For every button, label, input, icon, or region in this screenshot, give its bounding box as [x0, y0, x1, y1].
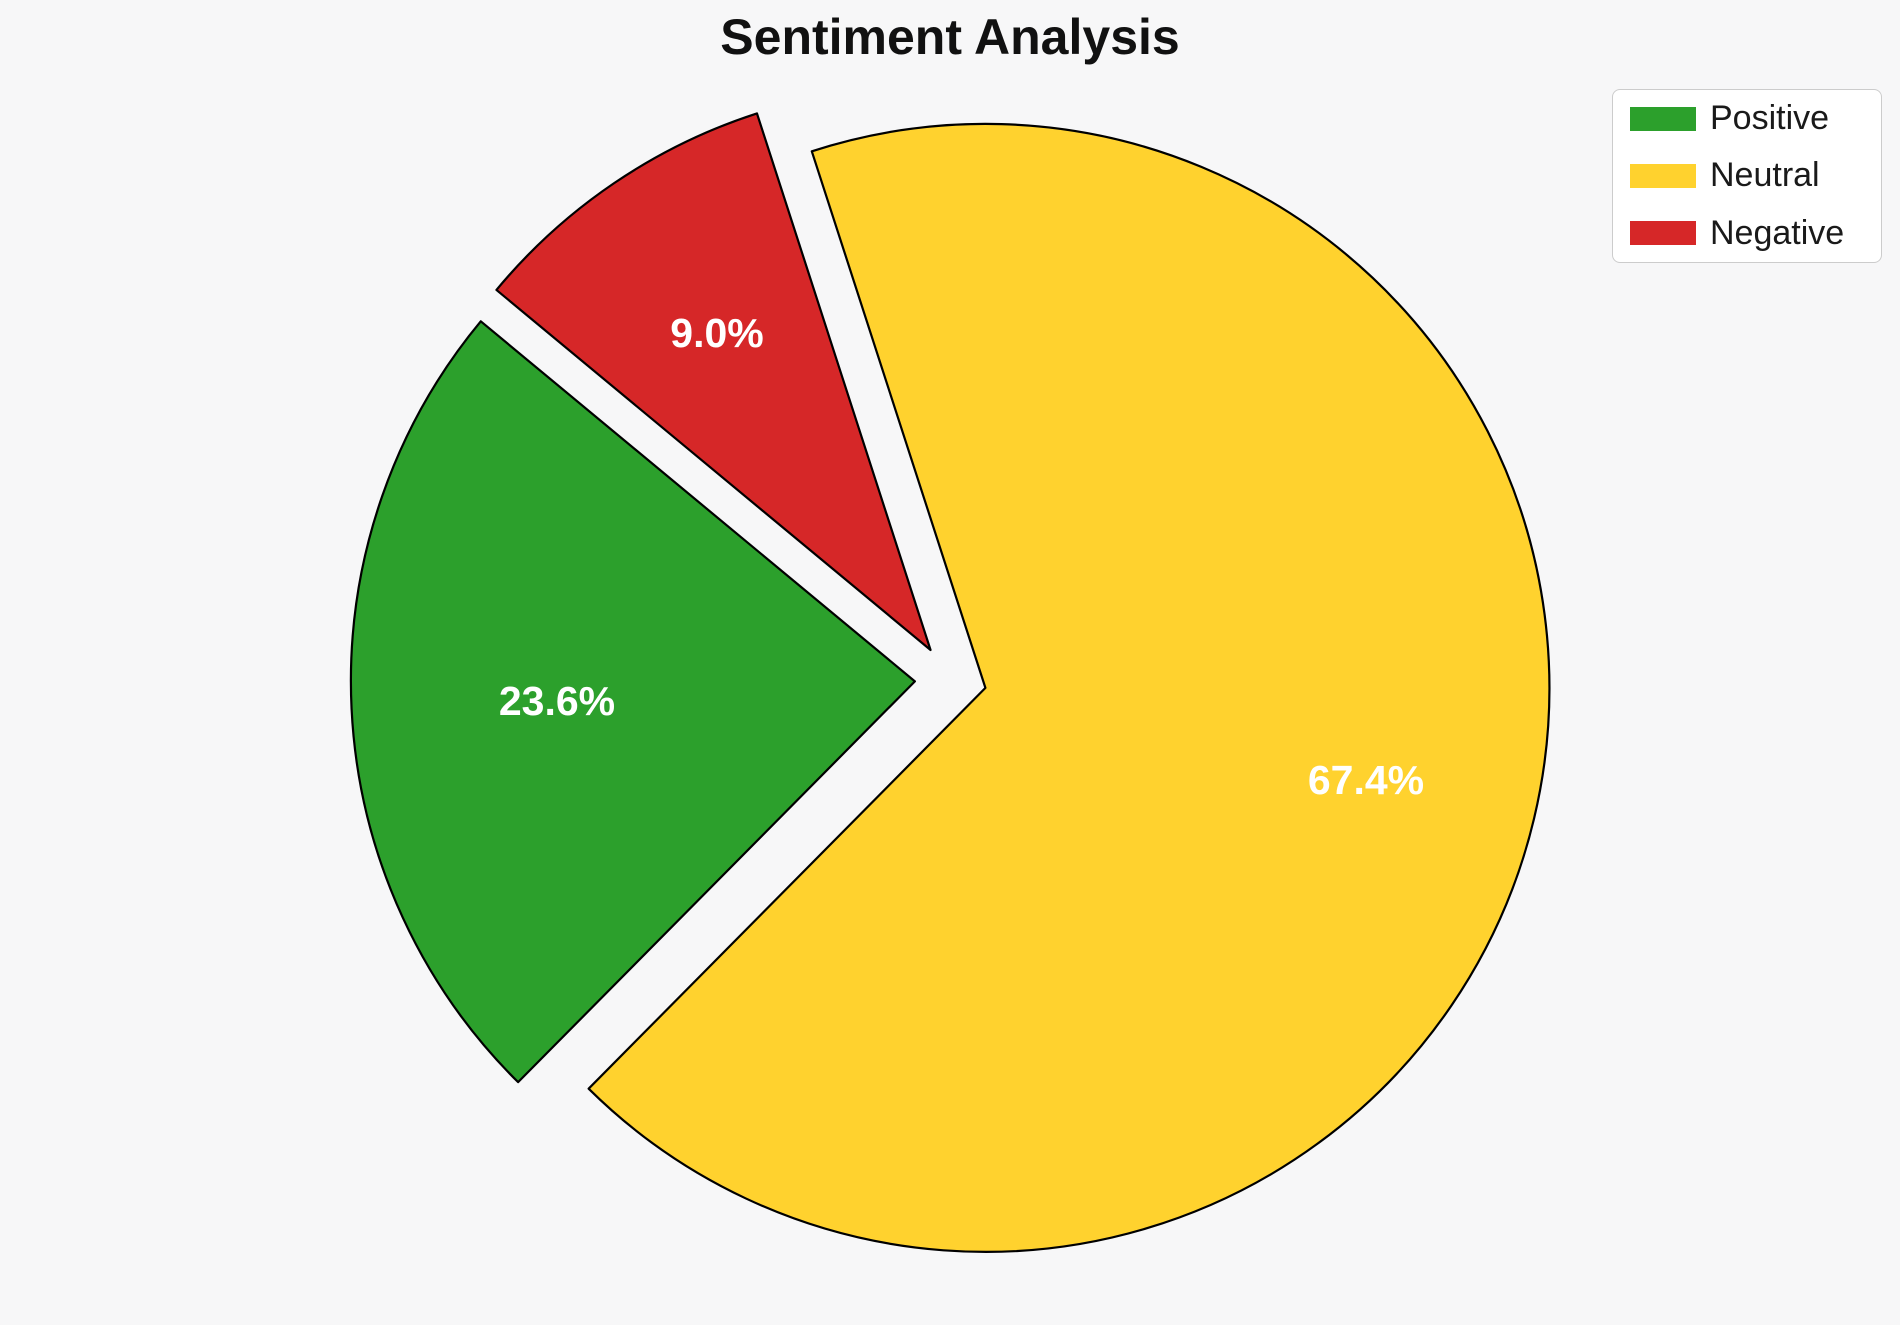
svg-text:9.0%: 9.0% — [670, 310, 763, 356]
svg-text:23.6%: 23.6% — [499, 678, 615, 724]
svg-text:67.4%: 67.4% — [1308, 757, 1424, 803]
